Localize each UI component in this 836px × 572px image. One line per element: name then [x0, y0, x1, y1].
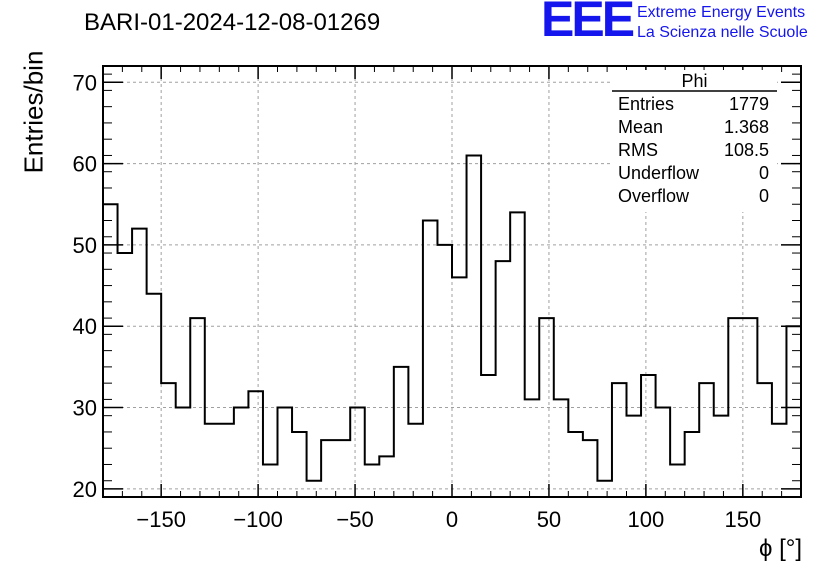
- histogram-bin: [321, 440, 336, 497]
- histogram-bin: [292, 432, 307, 497]
- histogram-bin: [161, 383, 176, 497]
- histogram-bin: [496, 261, 511, 497]
- stats-row-value: 0: [759, 163, 769, 183]
- histogram-bin: [786, 326, 801, 497]
- stats-box-background: [612, 70, 777, 212]
- histogram-bin: [757, 383, 772, 497]
- histogram-bin: [539, 318, 554, 497]
- histogram-bin: [699, 383, 714, 497]
- histogram-bin: [597, 481, 612, 497]
- histogram-bin: [118, 253, 133, 497]
- histogram-bin: [350, 408, 365, 497]
- x-tick-label: −100: [233, 507, 283, 532]
- histogram-outline: [102, 154, 801, 497]
- histogram-bin: [467, 155, 482, 497]
- histogram-bin: [147, 294, 162, 497]
- eee-branding-line1: Extreme Energy Events: [637, 4, 806, 21]
- eee-branding-line2: La Scienza nelle Scuole: [637, 24, 808, 41]
- stats-row-label: Entries: [618, 94, 674, 114]
- histogram-bin: [278, 408, 293, 497]
- histogram-bin: [365, 464, 380, 497]
- histogram-bin: [627, 416, 642, 497]
- histogram-bin: [714, 416, 729, 497]
- axes-layer: −150 −100 −50 0 50 100 150 20 30 40 50 60 70: [73, 65, 802, 532]
- x-tick-label: 100: [628, 507, 665, 532]
- histogram-bin: [685, 432, 700, 497]
- x-tick-label: 50: [537, 507, 561, 532]
- histogram-bin: [336, 440, 351, 497]
- x-tick-label: 150: [724, 507, 761, 532]
- eee-logo: EEE: [541, 0, 635, 47]
- histogram-bin: [670, 464, 685, 497]
- y-axis-label: Entries/bin: [18, 50, 49, 174]
- x-tick-label: −50: [336, 507, 373, 532]
- y-tick-label: 20: [73, 477, 97, 502]
- histogram-bin: [772, 424, 787, 497]
- stats-row-value: 1.368: [724, 117, 769, 137]
- stats-row-label: Underflow: [618, 163, 700, 183]
- histogram-layer: [102, 154, 801, 497]
- histogram-bin: [743, 318, 758, 497]
- stats-row-value: 108.5: [724, 140, 769, 160]
- histogram-bin: [452, 277, 467, 497]
- eee-branding-text: Extreme Energy Events La Scienza nelle S…: [637, 3, 808, 43]
- x-tick-label: 0: [446, 507, 458, 532]
- histogram-bin: [583, 440, 598, 497]
- stats-row-label: Mean: [618, 117, 663, 137]
- histogram-bin: [641, 375, 656, 497]
- stats-row-label: Overflow: [618, 186, 690, 206]
- y-tick-label: 40: [73, 314, 97, 339]
- histogram-bin: [656, 408, 671, 497]
- histogram-bin: [394, 367, 409, 497]
- stats-box: Phi Entries 1779 Mean 1.368 RMS 108.5 Underflow…: [612, 70, 777, 212]
- stats-row-label: RMS: [618, 140, 658, 160]
- histogram-bin: [248, 391, 263, 497]
- histogram-bin: [379, 456, 394, 497]
- x-axis-label: ϕ [°]: [758, 535, 802, 562]
- histogram-bin: [423, 221, 438, 497]
- histogram-bin: [263, 464, 278, 497]
- histogram-bin: [408, 424, 423, 497]
- histogram-bin: [190, 318, 205, 497]
- y-tick-label: 70: [73, 70, 97, 95]
- histogram-bin: [176, 408, 191, 497]
- histogram-bin: [205, 424, 220, 497]
- stats-row-value: 0: [759, 186, 769, 206]
- histogram-bin: [554, 399, 569, 497]
- chart-title: BARI-01-2024-12-08-01269: [84, 9, 381, 36]
- histogram-bin: [234, 408, 249, 497]
- y-tick-label: 30: [73, 396, 97, 421]
- histogram-bin: [568, 432, 583, 497]
- stats-box-title: Phi: [681, 71, 707, 91]
- histogram-bin: [132, 229, 147, 497]
- histogram-bin: [219, 424, 234, 497]
- histogram-bin: [510, 212, 525, 497]
- histogram-bin: [728, 318, 743, 497]
- x-tick-label: −150: [136, 507, 186, 532]
- y-tick-label: 50: [73, 233, 97, 258]
- histogram-bin: [307, 481, 322, 497]
- histogram-bin: [481, 375, 496, 497]
- histogram-bin: [437, 245, 452, 497]
- histogram-bin: [612, 383, 627, 497]
- y-tick-label: 60: [73, 152, 97, 177]
- stats-row-value: 1779: [729, 94, 769, 114]
- histogram-bin: [525, 399, 540, 497]
